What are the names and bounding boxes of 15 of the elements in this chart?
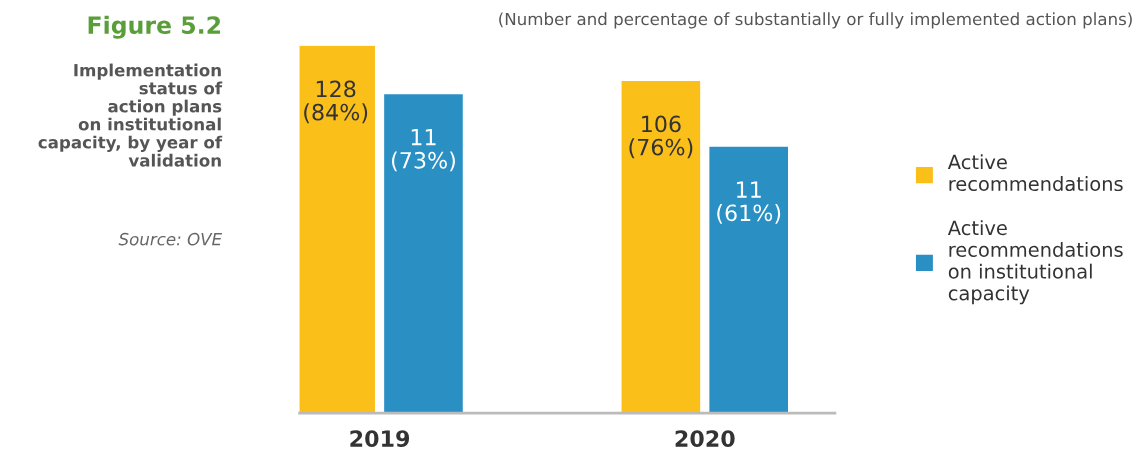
x-tick-label: 2019 — [350, 430, 410, 448]
bar — [620, 79, 702, 414]
data-label: 128 (84%) — [304, 80, 368, 124]
legend-label: Active recommendations — [947, 154, 1123, 192]
source-note: Source: OVE — [118, 232, 223, 246]
data-label: 11 (61%) — [717, 181, 781, 224]
legend-label: Active recommendations on institutional capacity — [947, 220, 1123, 305]
data-label: 11 (73%) — [392, 128, 455, 172]
data-label: 106 (76%) — [629, 115, 693, 159]
x-tick-label: 2020 — [675, 430, 735, 448]
text: (Number and percentage of substantially or fully implemented action plans) — [499, 12, 1132, 29]
chart-title: Figure 5.2 — [88, 15, 221, 39]
bar — [382, 92, 465, 414]
bar — [708, 145, 790, 414]
text: Implementation status of action plans on institutional capacity, by year of validation — [38, 63, 223, 167]
